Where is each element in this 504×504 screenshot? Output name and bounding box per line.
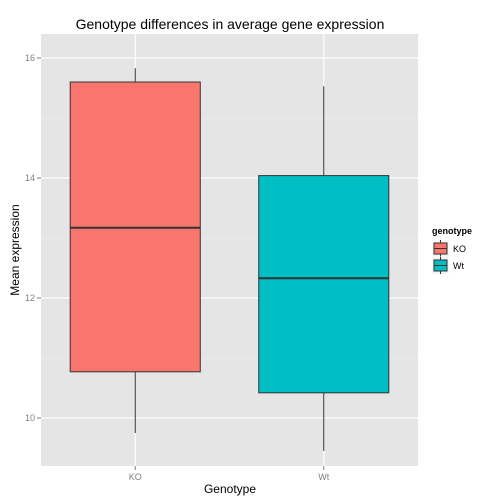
y-axis-label: Mean expression [8, 204, 22, 295]
x-axis-ticks: KO Wt [129, 466, 330, 482]
boxes [69, 68, 390, 451]
legend-title: genotype [432, 226, 472, 236]
box-body [258, 175, 390, 394]
x-tick-label: Wt [318, 472, 329, 482]
box-ko [69, 68, 201, 433]
y-tick-label: 14 [25, 173, 35, 183]
y-tick-label: 16 [25, 53, 35, 63]
legend-item-ko: KO [431, 239, 466, 258]
x-tick-label: KO [129, 472, 142, 482]
legend: genotype KO Wt [431, 226, 472, 275]
legend-label: KO [453, 244, 466, 254]
y-tick-label: 10 [25, 413, 35, 423]
y-tick-label: 12 [25, 293, 35, 303]
x-axis-label: Genotype [204, 482, 256, 496]
y-axis-ticks: 10 12 14 16 [25, 53, 41, 423]
legend-item-wt: Wt [431, 256, 464, 275]
legend-items: KO Wt [431, 239, 466, 275]
legend-label: Wt [453, 261, 464, 271]
chart-title: Genotype differences in average gene exp… [76, 16, 385, 32]
box-wt [258, 86, 390, 451]
